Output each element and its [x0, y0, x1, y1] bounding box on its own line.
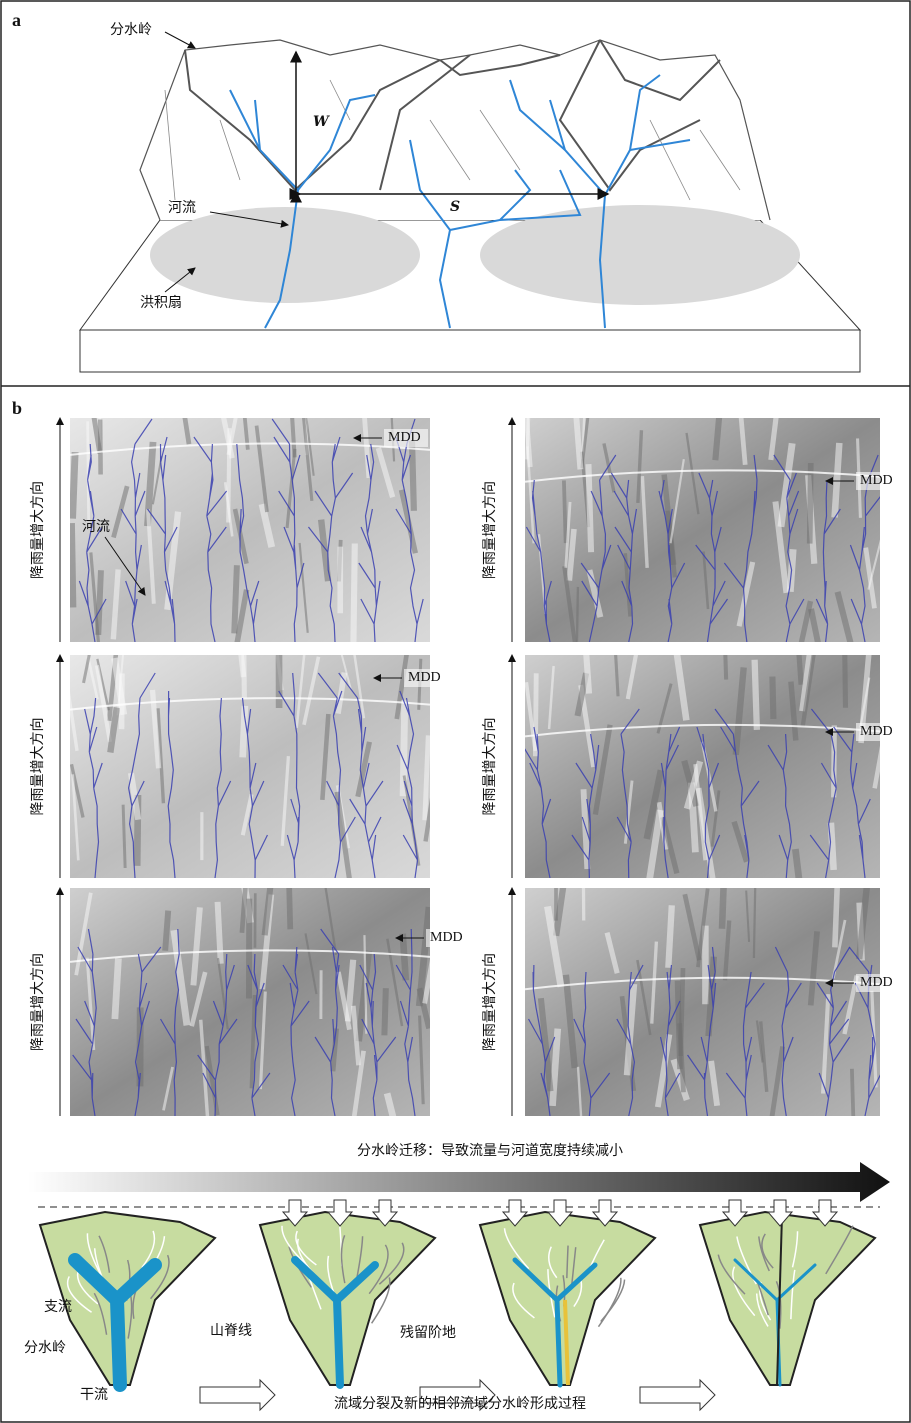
basin [260, 1212, 435, 1385]
fan [480, 205, 800, 305]
step-arrow [640, 1380, 715, 1410]
relief [115, 958, 119, 1019]
river-label: 河流 [168, 200, 196, 216]
basin-shape [260, 1212, 435, 1385]
relief [831, 823, 834, 870]
relief [588, 464, 591, 552]
relief [98, 570, 101, 635]
basin [480, 1212, 655, 1385]
s-label: S [450, 199, 460, 215]
ridge-label: 山脊线 [210, 1323, 252, 1339]
mdd-label: MDD [860, 473, 893, 488]
hillshade-map [525, 361, 885, 656]
relief [668, 905, 672, 967]
divide-label: 分水岭 [110, 22, 152, 38]
relief [353, 544, 354, 643]
w-label: W [313, 114, 330, 130]
basin [700, 1212, 875, 1385]
step-arrow [200, 1380, 275, 1410]
axis-label: 降雨量增大方向 [482, 953, 498, 1051]
relief [123, 805, 125, 868]
mdd-label: MDD [860, 975, 893, 990]
river-label: 河流 [82, 519, 110, 535]
axis-label: 降雨量增大方向 [30, 718, 46, 816]
tributary-label: 支流 [44, 1299, 72, 1315]
hillshade-map [70, 353, 430, 655]
panel-label: b [12, 398, 22, 418]
relief [810, 463, 811, 544]
hillshade-map [70, 842, 434, 1134]
migration-title: 分水岭迁移：导致流量与河道宽度持续减小 [357, 1142, 623, 1159]
pointer [165, 32, 195, 48]
basin-shape [700, 1212, 875, 1385]
relief [535, 673, 536, 756]
relief [678, 981, 680, 1070]
relief [218, 902, 221, 964]
figure: a W S 分水岭 河流 洪积扇 b 分水岭迁移：导致流量与河道宽度持续减小 支… [0, 0, 911, 1423]
terrace-label: 残留阶地 [400, 1325, 456, 1341]
mdd-label: MDD [388, 430, 421, 445]
relief [165, 911, 168, 951]
page: a W S 分水岭 河流 洪积扇 b 分水岭迁移：导致流量与河道宽度持续减小 支… [0, 0, 911, 1423]
relief [577, 587, 578, 642]
map-content [525, 361, 885, 656]
divide-label: 分水岭 [24, 1340, 66, 1356]
relief [292, 411, 295, 458]
mdd-label: MDD [408, 670, 441, 685]
map-content [70, 842, 434, 1134]
relief [73, 452, 76, 518]
panel-a: a W S 分水岭 河流 洪积扇 [12, 10, 860, 372]
relief [564, 480, 566, 543]
axis-label: 降雨量增大方向 [482, 718, 498, 816]
axis-label: 降雨量增大方向 [30, 953, 46, 1051]
relief [852, 1069, 854, 1130]
migration-arrow [28, 1162, 890, 1202]
mdd-label: MDD [860, 724, 893, 739]
relief [72, 523, 73, 607]
relief [234, 565, 237, 633]
mdd-label: MDD [430, 930, 463, 945]
trunk-label: 干流 [80, 1387, 108, 1403]
panel-label: a [12, 10, 21, 30]
stages [40, 1200, 875, 1410]
fan-label: 洪积扇 [140, 295, 182, 311]
caption: 流域分裂及新的相邻流域分水岭形成过程 [334, 1396, 586, 1412]
relief [755, 660, 757, 730]
fan [150, 207, 420, 303]
relief [835, 871, 838, 948]
relief [384, 988, 385, 1035]
axis-label: 降雨量增大方向 [30, 481, 46, 579]
relief [412, 441, 414, 511]
axis-label: 降雨量增大方向 [482, 481, 498, 579]
relief [754, 879, 755, 958]
relief [403, 934, 406, 981]
panel-b: b 分水岭迁移：导致流量与河道宽度持续减小 支流 分水岭 山脊线 干流 残留阶地… [12, 353, 900, 1412]
relief [772, 677, 773, 719]
block-side [80, 330, 860, 372]
map-content [70, 353, 430, 655]
